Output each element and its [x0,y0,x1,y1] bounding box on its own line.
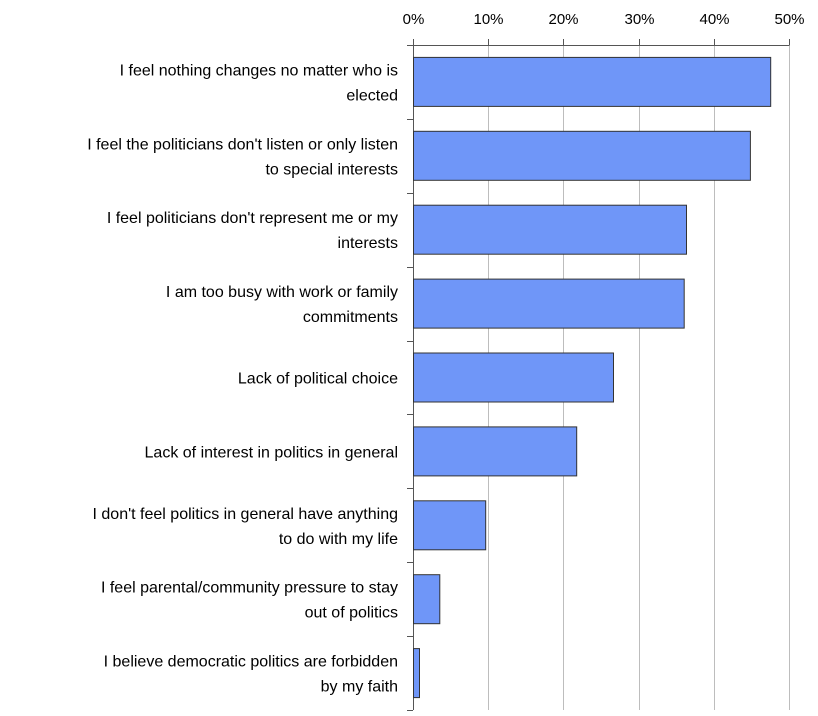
category-label: to do with my life [279,531,398,548]
x-tick-label: 20% [548,11,578,28]
x-tick-label: 50% [774,11,804,28]
x-tick-label: 10% [473,11,503,28]
category-label: I feel the politicians don't listen or o… [87,136,398,153]
bar [413,648,420,699]
category-label: I feel nothing changes no matter who is [120,62,398,79]
x-tick-label: 40% [699,11,729,28]
bar [413,204,687,255]
x-tick-label: 30% [624,11,654,28]
bar [413,574,441,625]
bar [413,56,772,107]
bar [413,352,614,403]
category-label: Lack of political choice [238,371,398,388]
tick-labels: 0% 10% 20% 30% 40% 50% [403,11,805,28]
category-label: I don't feel politics in general have an… [93,506,398,523]
x-tick-label: 0% [403,11,425,28]
category-label: commitments [303,309,398,326]
category-label: out of politics [305,605,398,622]
category-labels: I feel nothing changes no matter who is e… [87,62,398,695]
category-label: I feel politicians don't represent me or… [107,210,398,227]
bar [413,426,578,477]
category-label: by my faith [321,679,398,696]
bars [413,56,772,699]
bar [413,500,487,551]
category-label: interests [338,235,398,252]
category-label: elected [346,87,398,104]
category-label: Lack of interest in politics in general [145,444,398,461]
category-label: I feel parental/community pressure to st… [101,580,398,597]
bar [413,278,685,329]
category-label: I am too busy with work or family [166,284,398,301]
category-label: to special interests [265,161,398,178]
bar [413,130,751,181]
category-label: I believe democratic politics are forbid… [104,654,398,671]
